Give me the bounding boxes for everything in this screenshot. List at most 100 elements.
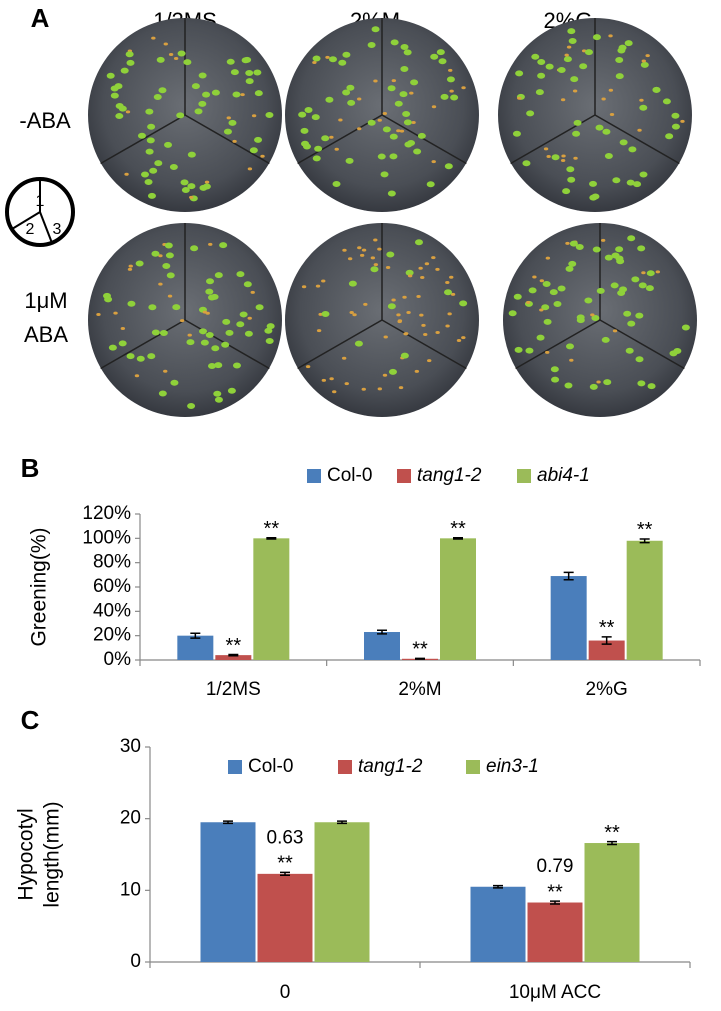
seedling [110,92,119,99]
seedling [321,310,330,317]
legend-swatch [228,760,242,774]
seedling [135,260,144,267]
seedling [260,154,265,158]
seedling [566,45,572,49]
y-axis-label: length(mm) [41,801,64,907]
bar [257,873,313,962]
row-label: -ABA [19,108,71,133]
seedling [601,336,610,343]
seedling [591,315,600,322]
seedling [222,318,231,325]
seedling [402,295,407,299]
legend-label: tang1-2 [358,756,423,777]
seedling [589,194,598,201]
seedling [680,119,685,123]
seedling [311,114,320,121]
seedling [383,335,388,339]
seedling [370,266,379,273]
seedling [177,50,186,57]
seedling [312,155,321,162]
seedling [96,313,101,317]
seedling [525,347,534,354]
legend-swatch [517,469,531,483]
seedling [635,356,644,363]
seedling [410,79,419,86]
x-tick-label: 1/2MS [206,679,261,700]
seedling [126,59,135,66]
significance-mark: ** [277,853,293,875]
seedling [572,130,581,137]
seedling [566,166,575,173]
seedling [103,292,112,299]
seedling [444,163,453,170]
seedling [342,248,347,252]
y-axis-label: Hypocotyl [15,808,38,900]
seedling [626,179,635,186]
error-bar [493,884,503,889]
seedling [158,390,167,397]
diagram-label: 1 [36,193,45,210]
seedling [403,49,412,56]
seedling [205,331,214,338]
seedling [553,301,562,308]
error-bar [453,536,463,540]
seedling [569,358,574,362]
seedling [166,272,175,279]
seedling [515,70,524,77]
seedling [202,91,211,98]
seedling [321,378,327,382]
seedling [158,87,167,94]
seedling [312,61,317,65]
seedling [137,132,146,139]
seedling [590,313,595,317]
seedling [568,38,577,45]
significance-mark: ** [412,639,428,661]
legend-swatch [338,760,352,774]
seedling [305,365,311,369]
seedling [417,132,426,139]
seedling [640,61,649,68]
y-tick-label: 0 [130,951,141,972]
seedling [245,69,254,76]
seedling [541,304,550,311]
seedling [387,85,396,92]
seedling [254,136,263,143]
seedling [370,256,376,260]
seedling [543,318,552,325]
seedling [517,96,522,100]
seedling [125,51,134,58]
seedling [402,111,411,118]
seedling [612,177,621,184]
bar [364,632,400,660]
significance-mark: ** [226,635,242,657]
ratio-label: 0.63 [267,827,304,848]
seedling [391,79,397,83]
seedling [662,98,671,105]
y-tick-label: 40% [93,600,131,621]
seedling [400,65,409,72]
seedling [447,312,452,316]
seedling [151,250,160,257]
seedling [114,83,123,90]
seedling [359,253,365,257]
seedling [243,281,252,288]
seedling [424,262,430,266]
seedling [304,107,313,114]
seedling [255,304,264,311]
seedling [148,304,157,311]
seedling [396,129,401,133]
seedling [205,288,214,295]
seedling [321,279,326,283]
seedling [377,247,382,251]
seedling [543,147,549,151]
row-label: 1μM [24,288,67,313]
seedling [625,347,634,354]
seedling [221,341,230,348]
seedling [624,40,633,47]
seedling [180,179,189,186]
seedling [550,366,559,373]
seedling [647,383,656,390]
seedling [332,181,341,188]
seedling [652,86,661,93]
plate-divider [381,114,467,165]
